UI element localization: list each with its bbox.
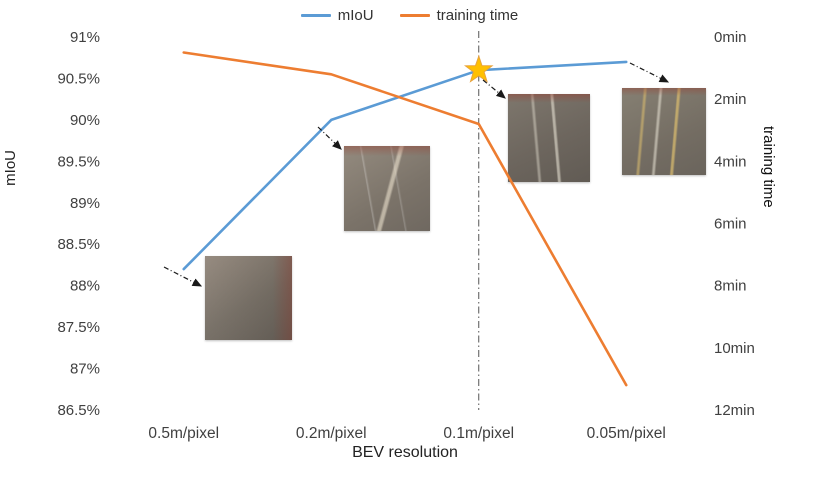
right-axis-tick: 8min bbox=[714, 278, 747, 295]
training-time-line bbox=[182, 51, 628, 387]
callout-arrow bbox=[482, 79, 506, 99]
left-axis-tick: 90.5% bbox=[57, 70, 100, 87]
right-axis-tick: 2min bbox=[714, 91, 747, 108]
right-axis-tick: 4min bbox=[714, 153, 747, 170]
legend-label-miou: mIoU bbox=[337, 7, 374, 24]
x-axis-tick: 0.5m/pixel bbox=[148, 425, 219, 442]
star-marker bbox=[463, 54, 494, 83]
bev-sample-image-0.5m-per-pixel bbox=[205, 256, 292, 340]
legend: mIoU training time bbox=[0, 7, 819, 24]
legend-item-training-time: training time bbox=[399, 7, 519, 24]
legend-item-miou: mIoU bbox=[300, 7, 374, 24]
callout-arrow bbox=[317, 126, 342, 150]
left-axis-tick: 89.5% bbox=[57, 153, 100, 170]
right-axis-tick: 0min bbox=[714, 29, 747, 46]
miou-line-swatch bbox=[300, 14, 331, 17]
left-axis-tick: 88.5% bbox=[57, 236, 100, 253]
left-axis-tick: 89% bbox=[70, 195, 100, 212]
x-axis-tick: 0.05m/pixel bbox=[587, 425, 666, 442]
mIoU-line bbox=[182, 60, 628, 271]
left-axis-tick: 91% bbox=[70, 29, 100, 46]
legend-label-training-time: training time bbox=[436, 7, 519, 24]
left-axis-tick: 90% bbox=[70, 112, 100, 129]
bev-sample-image-0.2m-per-pixel bbox=[344, 146, 430, 231]
left-axis-tick: 88% bbox=[70, 278, 100, 295]
bev-sample-image-0.1m-per-pixel bbox=[508, 94, 590, 182]
left-axis-tick: 87.5% bbox=[57, 319, 100, 336]
left-axis-tick: 87% bbox=[70, 361, 100, 378]
training-time-line-swatch bbox=[399, 14, 430, 17]
callout-arrow bbox=[629, 62, 670, 83]
x-axis-tick: 0.2m/pixel bbox=[296, 425, 367, 442]
right-axis-tick: 10min bbox=[714, 340, 755, 357]
left-axis-tick: 86.5% bbox=[57, 402, 100, 419]
x-axis-tick: 0.1m/pixel bbox=[443, 425, 514, 442]
right-axis-tick: 6min bbox=[714, 216, 747, 233]
bev-sample-image-0.05m-per-pixel bbox=[622, 88, 706, 175]
x-axis-title: BEV resolution bbox=[352, 444, 458, 461]
right-axis-tick: 12min bbox=[714, 402, 755, 419]
right-axis-title: training time bbox=[760, 126, 777, 208]
callout-arrow bbox=[163, 266, 203, 287]
